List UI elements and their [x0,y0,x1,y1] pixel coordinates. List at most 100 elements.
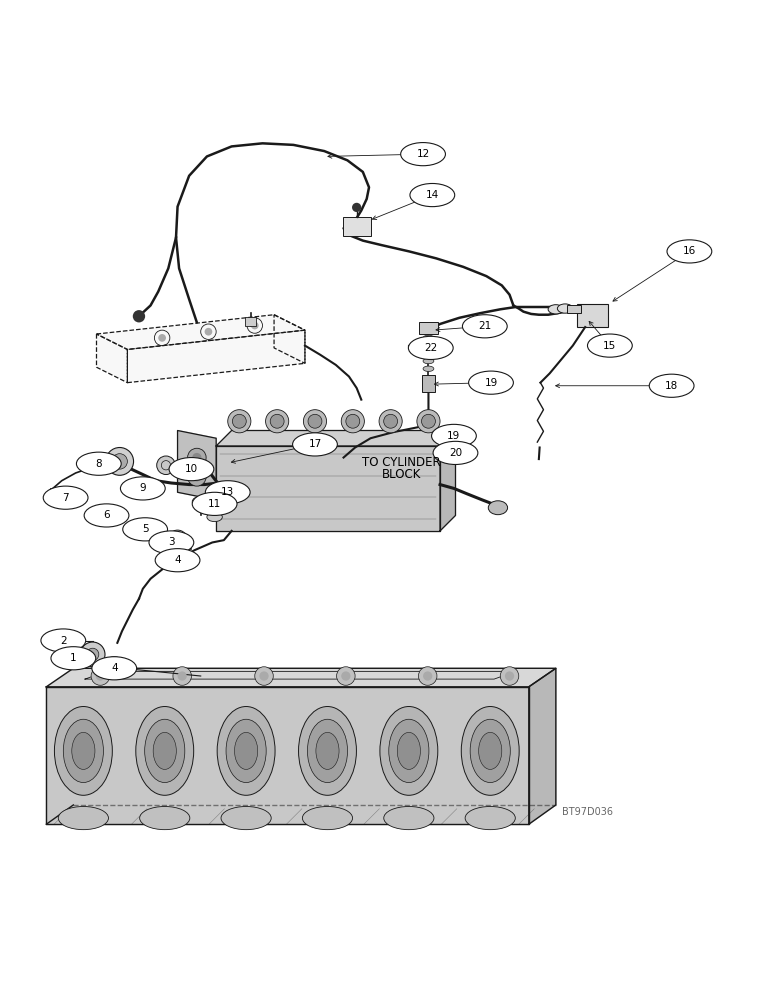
Ellipse shape [380,707,438,795]
Circle shape [91,667,110,685]
Circle shape [303,410,327,433]
Polygon shape [178,431,216,500]
Circle shape [384,414,398,428]
Text: 1: 1 [70,653,76,663]
Text: 13: 13 [221,487,235,497]
Circle shape [341,671,350,681]
Text: TO CYLINDER: TO CYLINDER [362,456,441,469]
Circle shape [379,410,402,433]
Circle shape [86,648,99,661]
Circle shape [77,637,85,644]
Circle shape [255,667,273,685]
Circle shape [172,535,183,546]
Ellipse shape [169,458,214,481]
Text: 5: 5 [142,524,148,534]
Ellipse shape [423,366,434,371]
Ellipse shape [462,315,507,338]
Circle shape [228,410,251,433]
Circle shape [337,667,355,685]
Circle shape [266,410,289,433]
Ellipse shape [462,707,520,795]
Circle shape [232,414,246,428]
Ellipse shape [221,806,271,830]
Ellipse shape [389,719,429,783]
FancyBboxPatch shape [419,322,438,334]
FancyBboxPatch shape [577,304,608,327]
FancyBboxPatch shape [245,317,256,326]
Circle shape [133,310,145,322]
Ellipse shape [488,501,508,515]
Text: 11: 11 [208,499,222,509]
Text: 8: 8 [96,459,102,469]
Text: 14: 14 [425,190,439,200]
Ellipse shape [316,732,339,769]
Ellipse shape [465,806,516,830]
Circle shape [80,642,105,667]
Ellipse shape [141,481,155,491]
Ellipse shape [72,732,95,769]
Ellipse shape [401,143,445,166]
Ellipse shape [155,549,200,572]
Ellipse shape [192,492,237,515]
Circle shape [417,410,440,433]
Text: 10: 10 [185,464,198,474]
Text: 15: 15 [603,341,617,351]
Circle shape [96,671,105,681]
Text: 4: 4 [174,555,181,565]
Circle shape [158,334,166,342]
Text: 12: 12 [416,149,430,159]
Text: 9: 9 [140,483,146,493]
Text: BT97D036: BT97D036 [562,807,613,817]
Ellipse shape [84,504,129,527]
Ellipse shape [587,334,632,357]
FancyBboxPatch shape [422,375,435,392]
Ellipse shape [470,719,510,783]
Circle shape [500,667,519,685]
Circle shape [270,414,284,428]
Ellipse shape [235,732,258,769]
Text: 2: 2 [60,636,66,646]
Ellipse shape [557,304,573,313]
Ellipse shape [384,806,434,830]
Ellipse shape [299,707,357,795]
Circle shape [422,414,435,428]
Polygon shape [216,431,455,446]
Ellipse shape [398,732,421,769]
Circle shape [157,456,175,475]
Ellipse shape [423,358,434,364]
Text: 21: 21 [478,321,492,331]
Ellipse shape [423,343,434,348]
Ellipse shape [92,657,137,680]
Polygon shape [529,668,556,824]
Ellipse shape [153,732,176,769]
Ellipse shape [667,240,712,263]
Circle shape [106,448,134,475]
Circle shape [341,410,364,433]
Ellipse shape [307,719,347,783]
Ellipse shape [423,351,434,356]
Circle shape [112,454,127,469]
Circle shape [168,530,188,550]
FancyBboxPatch shape [343,217,371,236]
Ellipse shape [192,497,209,507]
Circle shape [188,468,206,486]
Circle shape [259,671,269,681]
Ellipse shape [144,522,157,532]
Circle shape [308,414,322,428]
Circle shape [178,671,187,681]
Ellipse shape [144,719,185,783]
Ellipse shape [140,806,190,830]
Ellipse shape [548,305,564,314]
Ellipse shape [59,806,108,830]
Ellipse shape [479,732,502,769]
Circle shape [188,448,206,467]
Ellipse shape [136,707,194,795]
Ellipse shape [207,512,222,522]
Ellipse shape [217,707,275,795]
Text: 3: 3 [168,537,174,547]
Text: 18: 18 [665,381,679,391]
Text: 19: 19 [484,378,498,388]
Text: 4: 4 [111,663,117,673]
Polygon shape [216,446,440,531]
Ellipse shape [149,531,194,554]
